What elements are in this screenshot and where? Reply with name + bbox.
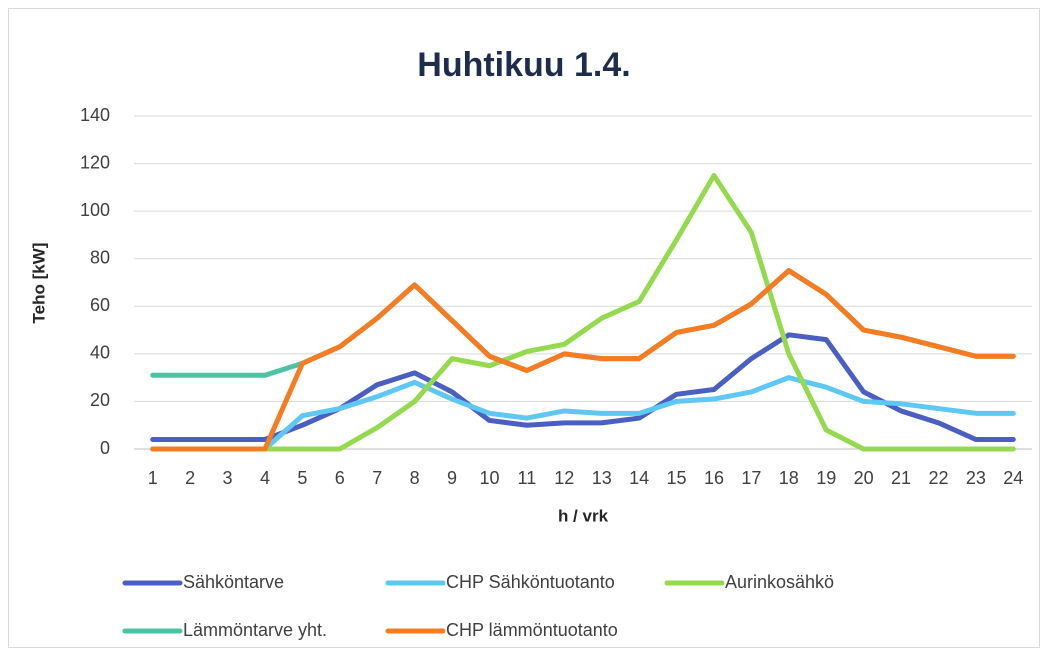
series-line bbox=[150, 375, 1016, 452]
x-axis-title: h / vrk bbox=[558, 506, 609, 525]
x-tick-label: 10 bbox=[479, 468, 499, 488]
legend-label: CHP lämmöntuotanto bbox=[446, 620, 618, 640]
y-tick-label: 0 bbox=[100, 438, 110, 458]
y-tick-label: 60 bbox=[90, 295, 110, 315]
legend-label: Sähköntarve bbox=[183, 572, 284, 592]
x-tick-label: 24 bbox=[1003, 468, 1023, 488]
x-tick-label: 19 bbox=[816, 468, 836, 488]
series-line bbox=[150, 172, 1016, 452]
x-tick-label: 20 bbox=[854, 468, 874, 488]
legend-label: Aurinkosähkö bbox=[725, 572, 834, 592]
chart-title: Huhtikuu 1.4. bbox=[417, 46, 630, 84]
y-tick-label: 40 bbox=[90, 343, 110, 363]
series-line bbox=[150, 268, 1016, 452]
x-tick-label: 9 bbox=[447, 468, 457, 488]
x-tick-label: 13 bbox=[592, 468, 612, 488]
series-line bbox=[150, 332, 1016, 442]
x-tick-label: 11 bbox=[518, 468, 537, 488]
x-tick-label: 2 bbox=[185, 468, 195, 488]
y-tick-label: 100 bbox=[80, 200, 110, 220]
x-tick-label: 16 bbox=[704, 468, 724, 488]
x-tick-label: 17 bbox=[741, 468, 761, 488]
y-tick-label: 20 bbox=[90, 390, 110, 410]
x-tick-label: 23 bbox=[966, 468, 986, 488]
y-tick-label: 140 bbox=[80, 105, 110, 125]
x-tick-label: 7 bbox=[372, 468, 382, 488]
legend-label: Lämmöntarve yht. bbox=[183, 620, 327, 640]
x-tick-label: 14 bbox=[629, 468, 649, 488]
x-tick-label: 4 bbox=[260, 468, 270, 488]
x-tick-label: 3 bbox=[223, 468, 233, 488]
x-tick-label: 1 bbox=[148, 468, 158, 488]
x-tick-label: 15 bbox=[667, 468, 687, 488]
y-tick-label: 80 bbox=[90, 247, 110, 267]
x-tick-label: 21 bbox=[891, 468, 911, 488]
y-axis-title: Teho [kW] bbox=[29, 243, 48, 324]
chart-frame bbox=[8, 8, 1040, 648]
x-tick-label: 5 bbox=[297, 468, 307, 488]
x-tick-label: 12 bbox=[554, 468, 574, 488]
x-tick-label: 22 bbox=[928, 468, 948, 488]
x-tick-label: 8 bbox=[410, 468, 420, 488]
x-tick-label: 6 bbox=[335, 468, 345, 488]
y-tick-label: 120 bbox=[80, 152, 110, 172]
x-tick-label: 18 bbox=[779, 468, 799, 488]
legend-label: CHP Sähköntuotanto bbox=[446, 572, 615, 592]
